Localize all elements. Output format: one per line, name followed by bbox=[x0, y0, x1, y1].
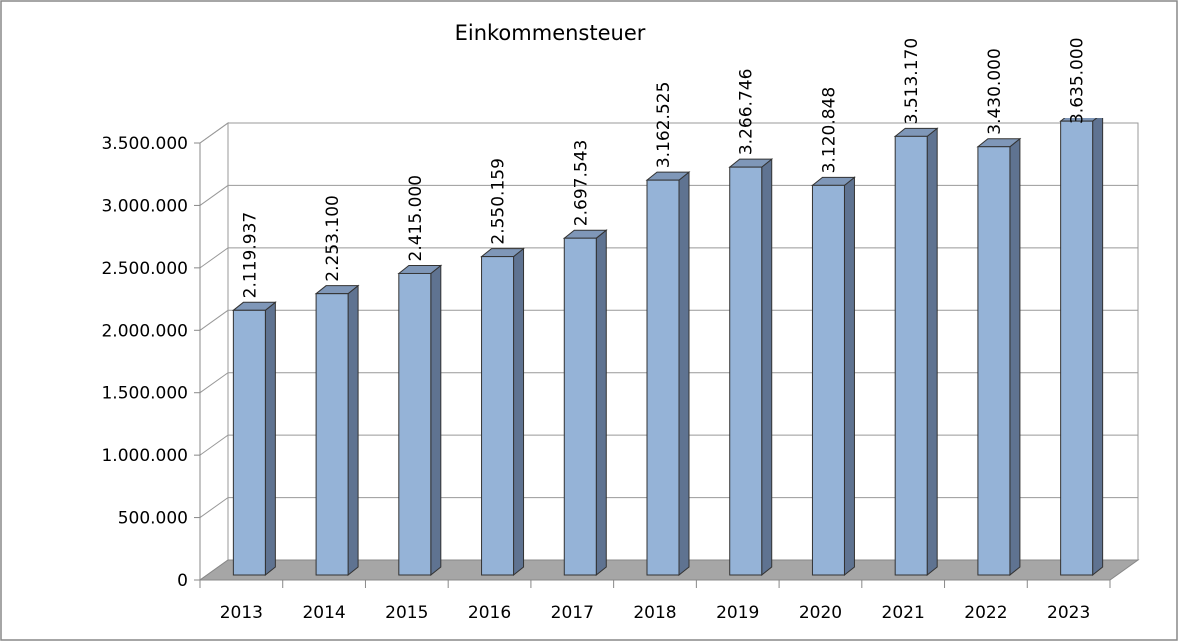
y-tick-label: 2.500.000 bbox=[101, 259, 188, 279]
bar bbox=[729, 166, 763, 576]
y-tick-label: 3.000.000 bbox=[101, 196, 188, 216]
x-tick-label: 2013 bbox=[220, 603, 263, 623]
x-tick-label: 2015 bbox=[385, 603, 428, 623]
x-tick-label: 2017 bbox=[551, 603, 594, 623]
bar bbox=[481, 256, 515, 576]
x-tick-label: 2022 bbox=[964, 603, 1007, 623]
x-tick-label: 2023 bbox=[1047, 603, 1090, 623]
value-label: 3.513.170 bbox=[902, 38, 922, 125]
x-tick-label: 2020 bbox=[799, 603, 842, 623]
chart-title: Einkommensteuer bbox=[455, 21, 646, 45]
bar bbox=[646, 179, 680, 576]
grid-line bbox=[199, 122, 1138, 144]
y-tick-label: 3.500.000 bbox=[101, 134, 188, 154]
value-label: 3.120.848 bbox=[819, 87, 839, 174]
bar-side bbox=[1092, 118, 1104, 577]
value-label: 3.266.746 bbox=[737, 69, 757, 156]
value-label: 2.415.000 bbox=[406, 175, 426, 262]
value-label: 3.162.525 bbox=[654, 82, 674, 169]
value-label: 2.253.100 bbox=[323, 195, 343, 282]
value-label: 2.550.159 bbox=[489, 158, 509, 245]
bar bbox=[894, 135, 928, 576]
side-wall bbox=[199, 122, 229, 581]
bar bbox=[232, 309, 266, 576]
y-tick-label: 1.000.000 bbox=[101, 446, 188, 466]
value-label: 2.697.543 bbox=[571, 140, 591, 227]
y-tick-label: 500.000 bbox=[118, 509, 188, 529]
x-tick-label: 2016 bbox=[468, 603, 511, 623]
bar bbox=[315, 293, 349, 576]
x-tick-label: 2014 bbox=[302, 603, 345, 623]
bar-side bbox=[678, 171, 690, 577]
bar-side bbox=[264, 301, 276, 577]
value-label: 3.430.000 bbox=[985, 48, 1005, 135]
bar-side bbox=[761, 158, 773, 577]
bar bbox=[811, 184, 845, 576]
bar bbox=[563, 237, 597, 576]
value-label: 2.119.937 bbox=[240, 212, 260, 299]
bar bbox=[1060, 120, 1094, 576]
bar-side bbox=[926, 127, 938, 577]
bar-side bbox=[430, 264, 442, 577]
y-tick-label: 1.500.000 bbox=[101, 384, 188, 404]
bar-side bbox=[513, 247, 525, 577]
bar-side bbox=[843, 176, 855, 577]
bar-side bbox=[1009, 137, 1021, 577]
bar-side bbox=[347, 284, 359, 577]
bar bbox=[977, 146, 1011, 576]
x-tick-label: 2018 bbox=[633, 603, 676, 623]
x-tick-label: 2021 bbox=[882, 603, 925, 623]
bar bbox=[398, 272, 432, 576]
y-tick-label: 2.000.000 bbox=[101, 321, 188, 341]
x-tick-label: 2019 bbox=[716, 603, 759, 623]
y-tick-label: 0 bbox=[177, 571, 188, 591]
value-label: 3.635.000 bbox=[1068, 37, 1088, 124]
bars bbox=[231, 118, 1104, 577]
bar-side bbox=[595, 229, 607, 577]
